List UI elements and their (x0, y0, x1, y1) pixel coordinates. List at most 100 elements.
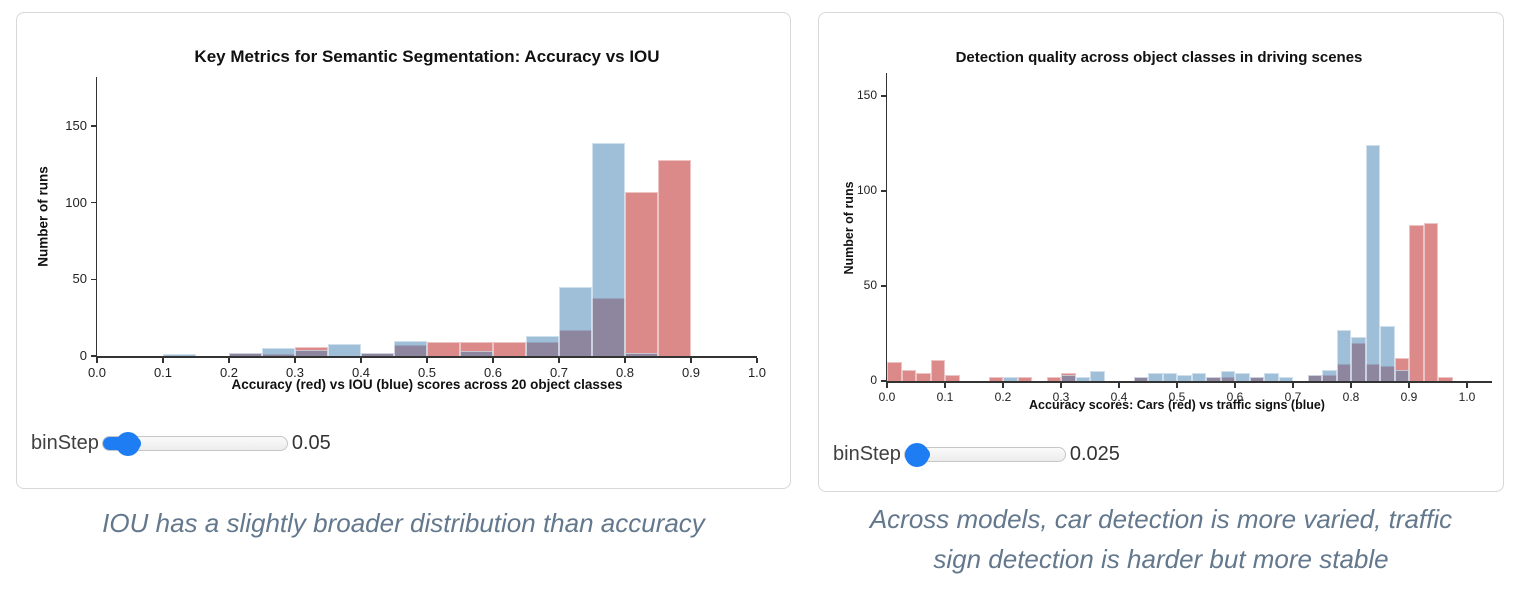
x-tick-label: 1.0 (1458, 390, 1476, 404)
y-tick-mark (90, 355, 96, 357)
x-tick-mark (1118, 382, 1120, 388)
histogram-bar (625, 191, 658, 356)
y-tick-label: 150 (856, 87, 877, 102)
x-tick-mark (1408, 382, 1410, 388)
histogram-bar (427, 342, 460, 356)
slider-label: binStep (31, 432, 99, 454)
x-tick-label: 0.7 (549, 365, 569, 380)
x-tick-label: 0.5 (1168, 390, 1186, 404)
histogram-bar (1249, 377, 1264, 381)
x-tick-mark (944, 382, 946, 388)
histogram-bar (1351, 337, 1366, 381)
histogram-bar (1278, 377, 1293, 381)
slider-thumb[interactable] (115, 432, 140, 456)
slider-value: 0.025 (1069, 443, 1120, 465)
histogram-bar (559, 287, 592, 356)
histogram-bar (592, 142, 625, 356)
histogram-bar (1133, 377, 1148, 381)
y-axis-label: Number of runs (842, 181, 856, 275)
histogram-bar (460, 351, 493, 356)
x-tick-label: 0.6 (1226, 390, 1244, 404)
slider-value: 0.05 (291, 432, 331, 454)
histogram-bar (1148, 373, 1163, 381)
histogram-bar (1075, 377, 1090, 381)
y-axis (885, 73, 887, 381)
histogram-bar (916, 373, 931, 381)
histogram-bar (658, 159, 691, 356)
y-tick-label: 100 (65, 194, 87, 210)
y-tick-label: 0 (79, 348, 87, 363)
histogram-bar (1191, 373, 1206, 381)
x-tick-mark (228, 357, 230, 363)
histogram-bar (1235, 373, 1250, 381)
histogram-bar (1322, 369, 1337, 381)
x-tick-mark (1466, 382, 1468, 388)
histogram-bar (163, 354, 196, 356)
x-tick-mark (1234, 382, 1236, 388)
histogram-bar (887, 361, 902, 381)
x-tick-label: 0.0 (878, 390, 896, 404)
y-tick-mark (880, 190, 886, 192)
histogram-bar (493, 342, 526, 356)
x-tick-label: 0.1 (936, 390, 954, 404)
x-tick-mark (690, 357, 692, 363)
x-tick-label: 0.8 (615, 365, 635, 380)
histogram-bar (1003, 377, 1018, 381)
x-tick-label: 0.8 (1342, 390, 1360, 404)
x-tick-label: 0.0 (87, 365, 107, 380)
x-tick-mark (426, 357, 428, 363)
y-tick-mark (880, 380, 886, 382)
x-tick-label: 0.2 (994, 390, 1012, 404)
y-tick-label: 0 (870, 373, 877, 387)
x-tick-mark (492, 357, 494, 363)
histogram-bar (930, 360, 945, 381)
bin-step-slider: binStep 0.025 (833, 443, 1120, 467)
x-tick-mark (558, 357, 560, 363)
y-tick-label: 150 (65, 118, 87, 134)
histogram-bar (1162, 373, 1177, 381)
histogram-bar (1206, 377, 1221, 381)
x-tick-label: 0.4 (351, 365, 371, 380)
x-tick-label: 0.2 (219, 365, 239, 380)
slider-label: binStep (833, 443, 901, 465)
x-tick-label: 1.0 (747, 365, 767, 380)
x-tick-label: 0.4 (1110, 390, 1128, 404)
histogram-bar (1046, 377, 1061, 381)
histogram-bar (229, 352, 262, 356)
caption-left: IOU has a slightly broader distribution … (102, 508, 705, 538)
histogram-bar (988, 377, 1003, 381)
x-tick-label: 0.5 (417, 365, 437, 380)
x-tick-label: 0.3 (285, 365, 305, 380)
x-tick-mark (1176, 382, 1178, 388)
y-tick-mark (90, 278, 96, 281)
x-axis (95, 356, 757, 358)
histogram-bar (1365, 145, 1380, 381)
histogram-bar (1380, 325, 1395, 381)
histogram-bar (1423, 223, 1438, 381)
x-tick-mark (162, 357, 164, 363)
y-tick-label: 100 (856, 182, 877, 197)
slider-thumb[interactable] (905, 443, 930, 467)
slider-track[interactable] (101, 432, 288, 456)
x-axis (885, 381, 1492, 383)
x-tick-mark (756, 357, 758, 363)
histogram-bar (526, 336, 559, 356)
x-tick-label: 0.6 (483, 365, 503, 380)
x-axis-label: Accuracy scores: Cars (red) vs traffic s… (1029, 398, 1325, 412)
slider-track[interactable] (903, 443, 1066, 467)
histogram-bar (394, 340, 427, 356)
x-tick-label: 0.3 (1052, 390, 1070, 404)
x-tick-mark (886, 382, 888, 388)
x-tick-mark (96, 357, 98, 363)
histogram-bar (328, 343, 361, 356)
histogram-bar (1017, 377, 1032, 381)
x-tick-label: 0.9 (1400, 390, 1418, 404)
bin-step-slider: binStep 0.05 (31, 432, 331, 456)
x-tick-mark (360, 357, 362, 363)
y-tick-mark (90, 125, 96, 127)
plot-area: 0 50 100 150 0.0 0.1 0.2 0.3 0.4 0.5 0.6 0.7 0.8 0.9 1… (17, 13, 790, 488)
panel-segmentation-chart: 0 50 100 150 0.0 0.1 0.2 0.3 0.4 0.5 0.6 0.7 0.8 0.9 1… (16, 12, 791, 489)
histogram-bar (1090, 371, 1105, 381)
y-axis-label: Number of runs (35, 166, 51, 267)
